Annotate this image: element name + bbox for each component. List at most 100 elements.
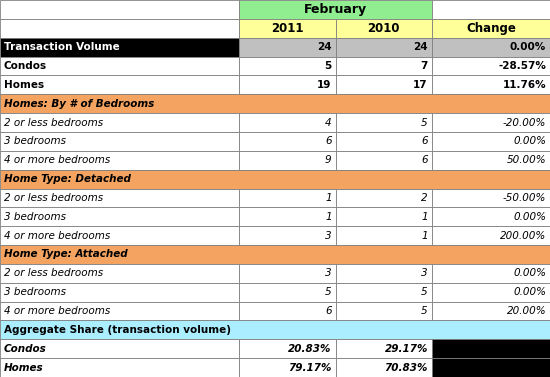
- Text: 1: 1: [421, 212, 428, 222]
- Bar: [0, 38, 239, 57]
- Text: 3: 3: [421, 268, 428, 278]
- Bar: [432, 188, 550, 207]
- Bar: [0, 245, 550, 264]
- Bar: [432, 226, 550, 245]
- Bar: [239, 264, 336, 283]
- Text: 5: 5: [324, 61, 332, 71]
- Text: 5: 5: [325, 287, 332, 297]
- Text: 6: 6: [325, 136, 332, 146]
- Text: 5: 5: [421, 118, 428, 127]
- Text: 4 or more bedrooms: 4 or more bedrooms: [4, 231, 110, 241]
- Bar: [432, 151, 550, 170]
- Bar: [239, 151, 336, 170]
- Bar: [0, 188, 239, 207]
- Text: 7: 7: [421, 61, 428, 71]
- Bar: [0, 170, 550, 188]
- Bar: [432, 132, 550, 151]
- Text: Aggregate Share (transaction volume): Aggregate Share (transaction volume): [4, 325, 231, 335]
- Text: 4 or more bedrooms: 4 or more bedrooms: [4, 306, 110, 316]
- Text: 5: 5: [421, 306, 428, 316]
- Bar: [239, 226, 336, 245]
- Text: 24: 24: [317, 42, 332, 52]
- Text: 50.00%: 50.00%: [507, 155, 546, 165]
- Bar: [336, 302, 432, 320]
- Text: 2011: 2011: [271, 22, 304, 35]
- Bar: [432, 358, 550, 377]
- Text: 0.00%: 0.00%: [513, 212, 546, 222]
- Text: Homes: By # of Bedrooms: Homes: By # of Bedrooms: [4, 99, 154, 109]
- Bar: [336, 188, 432, 207]
- Text: 79.17%: 79.17%: [288, 363, 332, 372]
- Bar: [336, 283, 432, 302]
- Bar: [336, 113, 432, 132]
- Bar: [239, 38, 336, 57]
- Text: 3 bedrooms: 3 bedrooms: [4, 212, 66, 222]
- Bar: [432, 339, 550, 358]
- Text: 1: 1: [325, 212, 332, 222]
- Text: 11.76%: 11.76%: [503, 80, 546, 90]
- Text: 0.00%: 0.00%: [510, 42, 546, 52]
- Text: 3 bedrooms: 3 bedrooms: [4, 287, 66, 297]
- Bar: [432, 75, 550, 94]
- Bar: [336, 57, 432, 75]
- Bar: [239, 75, 336, 94]
- Bar: [0, 264, 239, 283]
- Text: Condos: Condos: [4, 344, 47, 354]
- Bar: [239, 207, 336, 226]
- Bar: [0, 207, 239, 226]
- Text: 0.00%: 0.00%: [513, 287, 546, 297]
- Bar: [336, 207, 432, 226]
- Bar: [0, 19, 239, 38]
- Bar: [0, 320, 550, 339]
- Bar: [0, 75, 239, 94]
- Text: Home Type: Detached: Home Type: Detached: [4, 174, 131, 184]
- Text: 0.00%: 0.00%: [513, 136, 546, 146]
- Text: 1: 1: [421, 231, 428, 241]
- Bar: [239, 57, 336, 75]
- Bar: [432, 302, 550, 320]
- Text: 6: 6: [421, 136, 428, 146]
- Text: 2: 2: [421, 193, 428, 203]
- Text: 24: 24: [413, 42, 428, 52]
- Bar: [239, 19, 336, 38]
- Bar: [0, 94, 550, 113]
- Bar: [239, 188, 336, 207]
- Bar: [432, 207, 550, 226]
- Text: 2 or less bedrooms: 2 or less bedrooms: [4, 268, 103, 278]
- Bar: [239, 113, 336, 132]
- Text: 2 or less bedrooms: 2 or less bedrooms: [4, 118, 103, 127]
- Bar: [432, 0, 550, 19]
- Text: 20.83%: 20.83%: [288, 344, 332, 354]
- Text: Homes: Homes: [4, 363, 43, 372]
- Bar: [432, 57, 550, 75]
- Bar: [0, 0, 239, 19]
- Text: 6: 6: [421, 155, 428, 165]
- Bar: [432, 19, 550, 38]
- Bar: [336, 132, 432, 151]
- Bar: [0, 358, 239, 377]
- Bar: [336, 19, 432, 38]
- Bar: [432, 283, 550, 302]
- Text: Home Type: Attached: Home Type: Attached: [4, 250, 128, 259]
- Text: Homes: Homes: [4, 80, 44, 90]
- Bar: [0, 339, 239, 358]
- Text: -50.00%: -50.00%: [503, 193, 546, 203]
- Bar: [336, 38, 432, 57]
- Text: 5: 5: [421, 287, 428, 297]
- Bar: [432, 38, 550, 57]
- Bar: [239, 339, 336, 358]
- Bar: [0, 283, 239, 302]
- Text: 4 or more bedrooms: 4 or more bedrooms: [4, 155, 110, 165]
- Text: -20.00%: -20.00%: [503, 118, 546, 127]
- Text: 4: 4: [325, 118, 332, 127]
- Text: 3: 3: [325, 231, 332, 241]
- Bar: [432, 264, 550, 283]
- Bar: [0, 151, 239, 170]
- Bar: [336, 339, 432, 358]
- Bar: [0, 226, 239, 245]
- Bar: [0, 302, 239, 320]
- Bar: [239, 302, 336, 320]
- Text: -28.57%: -28.57%: [498, 61, 546, 71]
- Bar: [239, 0, 432, 19]
- Text: 1: 1: [325, 193, 332, 203]
